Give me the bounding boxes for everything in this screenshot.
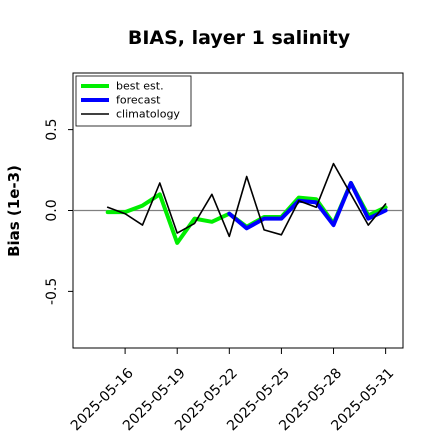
- series-line-1: [227, 181, 388, 231]
- y-tick-label: 0.5: [44, 118, 60, 140]
- chart-title: BIAS, layer 1 salinity: [128, 27, 351, 49]
- axis-layer: -0.50.00.52025-05-162025-05-192025-05-22…: [44, 118, 397, 434]
- legend-entry-label: best est.: [116, 80, 164, 93]
- y-tick-label: 0.0: [44, 199, 60, 221]
- series-line-2: [106, 162, 387, 238]
- legend-entry-label: climatology: [116, 108, 180, 121]
- series-line-0: [105, 181, 388, 245]
- y-tick-label: -0.5: [44, 278, 60, 305]
- y-axis-label: Bias (1e-3): [5, 165, 23, 257]
- series-layer: [105, 162, 388, 245]
- legend-entry-label: forecast: [116, 94, 161, 107]
